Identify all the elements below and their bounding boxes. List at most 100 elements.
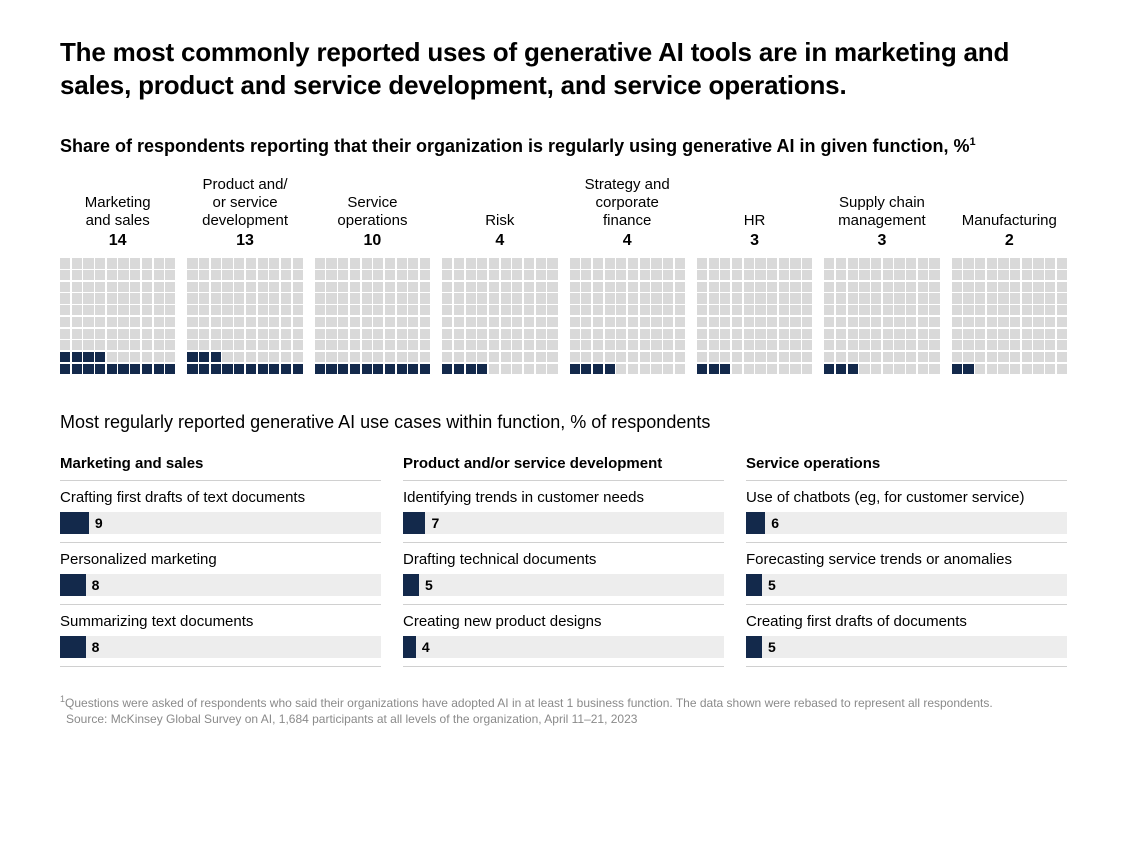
usecase-column: Marketing and salesCrafting first drafts… [60,455,381,667]
waffle-cell [998,258,1008,268]
waffle-cell [338,352,348,362]
waffle-value: 13 [236,232,254,250]
waffle-cell [154,317,164,327]
waffle-cell [848,293,858,303]
waffle-cell [489,258,499,268]
waffle-cell [95,305,105,315]
waffle-cell [709,293,719,303]
waffle-label: Marketing and sales [85,176,151,230]
waffle-cell [732,282,742,292]
waffle-label: Risk [485,176,514,230]
waffle-cell [373,282,383,292]
waffle-cell [362,317,372,327]
waffle-cell [199,340,209,350]
waffle-cell [998,317,1008,327]
waffle-cell [1045,340,1055,350]
waffle-cell [929,258,939,268]
waffle-cell [420,270,430,280]
waffle-cell [83,270,93,280]
waffle-cell [211,340,221,350]
waffle-cell [222,305,232,315]
waffle-cell [362,293,372,303]
waffle-cell [883,293,893,303]
waffle-cell [640,270,650,280]
waffle-cell [987,352,997,362]
waffle-cell [234,305,244,315]
waffle-cell [118,258,128,268]
waffle-cell [802,340,812,350]
waffle-cell [640,364,650,374]
waffle-value: 3 [877,232,886,250]
waffle-cell [199,282,209,292]
usecase-bar-value: 5 [425,577,433,593]
waffle-cell [60,305,70,315]
waffle-cell [755,258,765,268]
waffle-cell [130,282,140,292]
waffle-cell [512,282,522,292]
waffle-cell [326,270,336,280]
waffle-cell [199,305,209,315]
waffle-cell [824,340,834,350]
waffle-cell [628,258,638,268]
waffle-cell [1057,329,1067,339]
waffle-cell [663,305,673,315]
waffle-cell [107,364,117,374]
waffle-cell [477,258,487,268]
waffle-cell [293,293,303,303]
waffle-cell [616,340,626,350]
waffle-cell [118,282,128,292]
waffle-cell [397,305,407,315]
waffle-cell [894,352,904,362]
waffle-cell [570,352,580,362]
waffle-cell [987,340,997,350]
waffle-cell [454,282,464,292]
waffle-cell [397,340,407,350]
waffle-cell [755,340,765,350]
waffle-cell [883,258,893,268]
waffle-cell [165,329,175,339]
usecase-bar-bg [60,512,381,534]
waffle-cell [107,340,117,350]
waffle-cell [60,352,70,362]
waffle-cell [477,364,487,374]
waffle-cell [142,293,152,303]
waffle-cell [871,293,881,303]
waffle-cell [998,329,1008,339]
waffle-cell [107,282,117,292]
waffle-cell [1022,282,1032,292]
waffle-cell [732,352,742,362]
waffle-cell [281,305,291,315]
waffle-cell [836,270,846,280]
waffle-cell [616,293,626,303]
waffle-cell [963,258,973,268]
waffle-cell [675,270,685,280]
waffle-cell [744,317,754,327]
waffle-cell [246,317,256,327]
waffle-cell [802,282,812,292]
waffle-cell [744,364,754,374]
waffle-cell [512,340,522,350]
waffle-cell [130,293,140,303]
waffle-cell [165,293,175,303]
waffle-cell [975,340,985,350]
usecase-bar-bg [403,636,724,658]
waffle-cell [442,258,452,268]
waffle-cell [1022,293,1032,303]
waffle-cell [570,364,580,374]
waffle-cell [802,270,812,280]
waffle-cell [246,305,256,315]
waffle-cell [628,282,638,292]
waffle-cell [350,305,360,315]
waffle-cell [83,364,93,374]
waffle-cell [442,317,452,327]
waffle-cell [408,352,418,362]
usecase-bar-value: 8 [92,639,100,655]
waffle-cell [118,270,128,280]
waffle-cell [130,305,140,315]
waffle-cell [350,340,360,350]
waffle-label: HR [744,176,766,230]
waffle-cell [883,270,893,280]
waffle-cell [709,340,719,350]
waffle-cell [501,270,511,280]
waffle-cell [628,352,638,362]
